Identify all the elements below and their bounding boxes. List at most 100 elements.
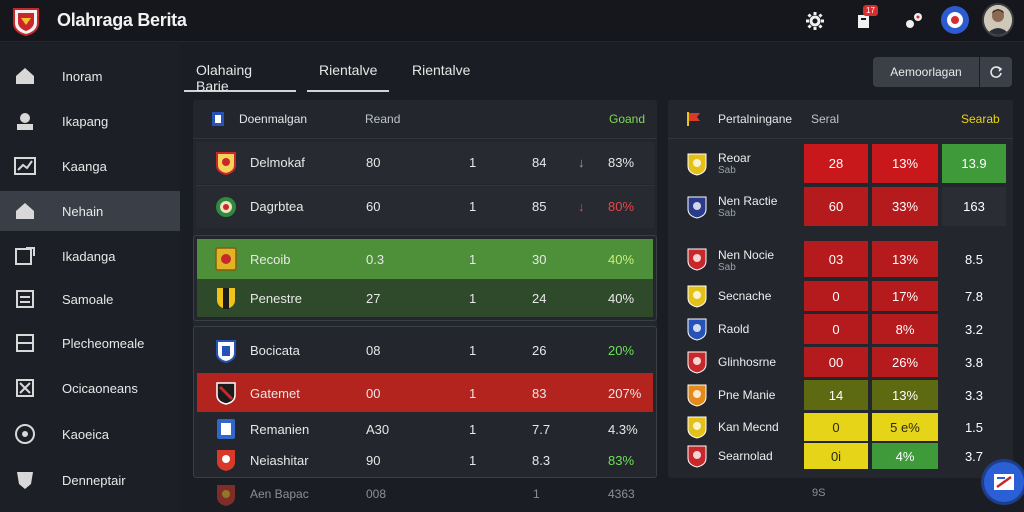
profile-switch-icon[interactable] (941, 6, 969, 34)
stat-a: 60 (366, 199, 381, 214)
stats-row[interactable]: Searnolad 0i 4% 3.7 (672, 442, 1010, 470)
team-crest-icon (217, 419, 235, 439)
stat-b: 1 (469, 343, 477, 358)
tab-label: Rientalve (319, 62, 378, 78)
stat-v3: 3.3 (942, 380, 1006, 410)
ball-icon (15, 424, 35, 444)
stat-v1: 0i (804, 443, 868, 469)
primary-action-button[interactable]: Aemoorlagan (873, 57, 979, 87)
sidebar-item-denneptair[interactable]: Denneptair (0, 460, 180, 500)
stat-v3: 3.8 (942, 347, 1006, 377)
table-row[interactable]: Neiashitar 90 1 8.3 83% (197, 444, 653, 476)
tab-overview[interactable]: Olahaing Barie (184, 58, 296, 94)
stat-pct: 83% (608, 453, 635, 468)
stat-pct: 80% (608, 199, 635, 214)
team-crest-icon (687, 384, 707, 407)
stat-pct: 20% (608, 343, 635, 358)
team-crest-icon (217, 288, 235, 309)
stats-row[interactable]: Nen Nocie Sab 03 13% 8.5 (672, 240, 1010, 278)
table-row[interactable]: Penestre 27 1 24 40% (197, 279, 653, 317)
stats-row[interactable]: Kan Mecnd 0 5 e% 1.5 (672, 412, 1010, 442)
team-name: Aen Bapac (250, 487, 309, 501)
stats-row[interactable]: Glinhosrne 00 26% 3.8 (672, 346, 1010, 378)
sidebar-item-label: Kaoeica (62, 426, 109, 442)
table-row[interactable]: Remanien A30 1 7.7 4.3% (197, 412, 653, 446)
sidebar: Inoram Ikapang Kaanga Nehain Ikadanga Sa… (0, 43, 180, 512)
sidebar-item-ocicaoneans[interactable]: Ocicaoneans (0, 368, 180, 408)
team-name: Recoib (250, 252, 291, 267)
stat-b: 1 (469, 291, 477, 306)
app-logo-icon[interactable] (10, 5, 42, 37)
stats-team-name: Nen Nocie (718, 248, 775, 262)
stat-v2: 33% (872, 187, 938, 226)
team-crest-icon (687, 196, 707, 219)
sidebar-item-inoram[interactable]: Inoram (0, 56, 180, 96)
stat-c: 7.7 (532, 422, 551, 437)
sidebar-item-kaanga[interactable]: Kaanga (0, 146, 180, 186)
user-avatar[interactable] (982, 3, 1014, 37)
stat-c: 30 (532, 252, 547, 267)
sidebar-item-plecheomeale[interactable]: Plecheomeale (0, 323, 180, 363)
sidebar-item-nehain[interactable]: Nehain (0, 191, 180, 231)
team-crest-icon (687, 248, 707, 271)
stat-b: 1 (469, 386, 477, 401)
sidebar-item-samoale[interactable]: Samoale (0, 279, 180, 319)
compose-button[interactable] (984, 462, 1024, 502)
stats-row[interactable]: Pne Manie 14 13% 3.3 (672, 379, 1010, 411)
stat-pct: 207% (608, 386, 642, 401)
stat-v2: 13% (872, 241, 938, 277)
stat-a: 008 (366, 487, 387, 501)
stat-v2: 5 e% (872, 413, 938, 441)
table-row[interactable]: Delmokaf 80 1 84 ↓ 83% (196, 142, 654, 184)
team-crest-icon (216, 197, 236, 217)
home-icon (16, 203, 34, 219)
table-row[interactable]: Gatemet 00 1 83 207% (197, 373, 653, 412)
stat-v3: 1.5 (942, 413, 1006, 441)
table-row[interactable]: Aen Bapac 008 1 4363 (197, 481, 653, 509)
table-row[interactable]: Dagrbtea 60 1 85 ↓ 80% (196, 186, 654, 228)
stat-v3: 3.2 (942, 314, 1006, 344)
team-name: Delmokaf (250, 155, 305, 170)
divider (668, 138, 1013, 139)
team-name: Penestre (250, 291, 303, 306)
share-icon[interactable] (900, 7, 928, 35)
tab-rientalve-1[interactable]: Rientalve (307, 58, 389, 92)
stat-v1: 0 (804, 314, 868, 344)
stats-col-searab: Searab (961, 112, 1000, 126)
stats-team-sub: Sab (718, 208, 736, 219)
team-crest-icon (687, 416, 707, 439)
divider (193, 138, 657, 139)
edit-icon (15, 247, 35, 265)
stat-v3: 7.8 (942, 281, 1006, 311)
sidebar-item-label: Plecheomeale (62, 335, 145, 351)
tab-rientalve-2[interactable]: Rientalve (400, 58, 490, 92)
stats-row[interactable]: Reoar Sab 28 13% 13.9 (672, 143, 1010, 184)
stats-header: Pertalningane Seral Searab (668, 100, 1013, 136)
sidebar-item-label: Samoale (62, 291, 114, 307)
table-row[interactable]: Bocicata 08 1 26 20% (197, 330, 653, 372)
stats-row[interactable]: Nen Ractie Sab 60 33% 163 (672, 186, 1010, 227)
top-bar: Olahraga Berita 17 (0, 0, 1024, 42)
sidebar-item-ikadanga[interactable]: Ikadanga (0, 236, 180, 276)
stat-v2: 8% (872, 314, 938, 344)
stat-pct: 40% (608, 291, 635, 306)
stat-a: 00 (366, 386, 381, 401)
stat-a: 0.3 (366, 252, 385, 267)
table-row[interactable]: Recoib 0.3 1 30 40% (197, 239, 653, 279)
stats-team-name: Pne Manie (718, 388, 776, 402)
stat-v1: 00 (804, 347, 868, 377)
stat-v2: 13% (872, 144, 938, 183)
stat-b: 1 (469, 199, 477, 214)
stats-row[interactable]: Secnache 0 17% 7.8 (672, 280, 1010, 312)
stats-row[interactable]: Raold 0 8% 3.2 (672, 313, 1010, 345)
stat-c: 8.3 (532, 453, 551, 468)
close-box-icon (16, 379, 34, 397)
stat-v1: 03 (804, 241, 868, 277)
settings-icon[interactable] (801, 7, 829, 35)
team-name: Neiashitar (250, 453, 309, 468)
notifications-icon[interactable]: 17 (851, 5, 879, 35)
stat-a: 27 (366, 291, 381, 306)
sidebar-item-ikapang[interactable]: Ikapang (0, 101, 180, 141)
refresh-button[interactable] (980, 57, 1012, 87)
sidebar-item-kaoeica[interactable]: Kaoeica (0, 414, 180, 454)
